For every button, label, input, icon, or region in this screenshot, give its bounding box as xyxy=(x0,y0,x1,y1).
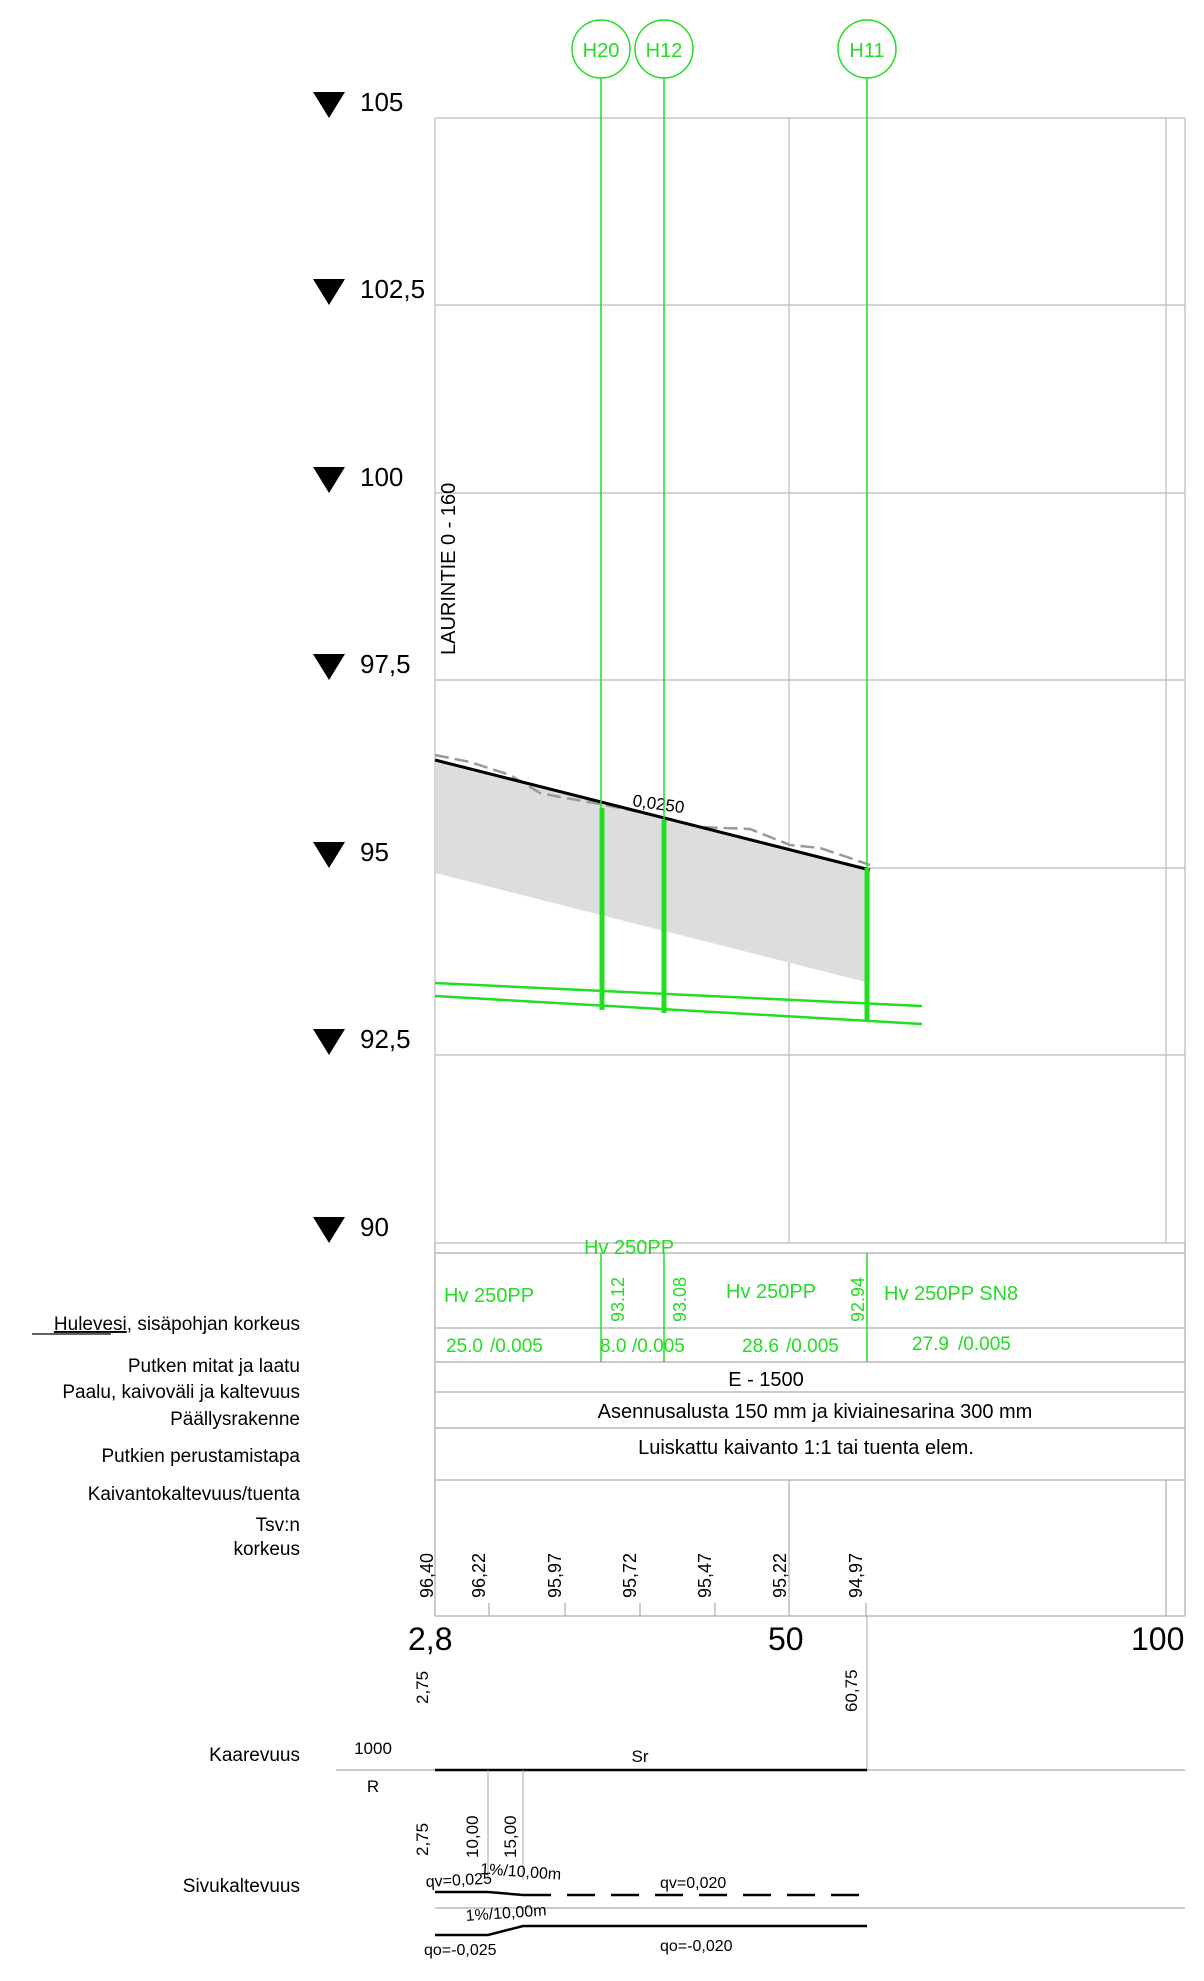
qo-end: qo=-0,020 xyxy=(660,1938,733,1955)
row-label-dims: Putken mitat ja laatu xyxy=(128,1356,300,1377)
level-label-95: 95 xyxy=(360,837,389,867)
row-label-side-slope: Sivukaltevuus xyxy=(183,1876,300,1897)
invert-h20: 93.12 xyxy=(608,1277,628,1322)
level-label-92-5: 92,5 xyxy=(360,1024,411,1054)
level-triangle-icon xyxy=(313,92,345,118)
slope-seg4: /0.005 xyxy=(958,1334,1011,1355)
station-label-100: 100 xyxy=(1131,1621,1184,1657)
level-triangle-icon xyxy=(313,1029,345,1055)
row-label-trench: Kaivantokaltevuus/tuenta xyxy=(88,1484,301,1505)
level-label-102-5: 102,5 xyxy=(360,274,425,304)
trench-fill xyxy=(435,760,870,983)
length-seg1: 25.0 xyxy=(446,1336,483,1357)
row-label-curvature: Kaarevuus xyxy=(209,1745,300,1766)
pipe-bottom-line xyxy=(434,994,923,1026)
level-label-105: 105 xyxy=(360,87,403,117)
alignment-start: 2,75 xyxy=(413,1671,432,1704)
ground-elevations: 96,40 96,22 95,97 95,72 95,47 95,22 94,9… xyxy=(417,1553,866,1598)
hulevesi-rest: , sisäpohjan korkeus xyxy=(127,1314,300,1335)
row-labels: Hulevesi, sisäpohjan korkeus Putken mita… xyxy=(32,1314,300,1897)
slope-seg3: /0.005 xyxy=(786,1336,839,1357)
hulevesi-word: Hulevesi xyxy=(54,1314,127,1335)
invert-h12: 93.08 xyxy=(670,1277,690,1322)
level-triangle-icon xyxy=(313,279,345,305)
level-label-90: 90 xyxy=(360,1212,389,1242)
well-label-h12: H12 xyxy=(646,40,683,62)
elevation-value: 96,22 xyxy=(469,1553,489,1598)
curvature-bottom: R xyxy=(367,1777,379,1796)
length-seg4: 27.9 xyxy=(912,1334,949,1355)
elevation-value: 94,97 xyxy=(846,1553,866,1598)
section-title: LAURINTIE 0 - 160 xyxy=(438,483,460,655)
level-triangle-icon xyxy=(313,1217,345,1243)
pipe-type-seg1: Hv 250PP xyxy=(444,1285,534,1307)
elevation-value: 95,97 xyxy=(545,1553,565,1598)
curvature-top: 1000 xyxy=(354,1739,392,1758)
elevation-value: 95,22 xyxy=(770,1553,790,1598)
profile-grid xyxy=(434,117,1186,1244)
pipe-type-seg3: Hv 250PP xyxy=(726,1281,816,1303)
row-label-tsv-2: korkeus xyxy=(233,1539,300,1560)
elevation-value: 95,47 xyxy=(695,1553,715,1598)
level-label-100: 100 xyxy=(360,462,403,492)
pipe-top-line xyxy=(434,981,923,1008)
well-h11: H11 xyxy=(837,19,897,1021)
qo-start: qo=-0,025 xyxy=(424,1942,497,1959)
length-seg2: 8.0 xyxy=(600,1336,626,1357)
gradient-bottom: 1%/10,00m xyxy=(465,1902,547,1925)
row-label-tsv-1: Tsv:n xyxy=(256,1515,300,1536)
invert-h11: 92.94 xyxy=(848,1277,868,1322)
slope-seg2: /0.005 xyxy=(632,1336,685,1357)
qv-start: qv=0,025 xyxy=(425,1871,492,1891)
level-triangle-icon xyxy=(313,654,345,680)
side-station-15: 15,00 xyxy=(501,1815,520,1858)
slope-seg1: /0.005 xyxy=(490,1336,543,1357)
elevation-value: 95,72 xyxy=(620,1553,640,1598)
well-h20: H20 xyxy=(571,19,631,1010)
row-label-pile: Paalu, kaivoväli ja kaltevuus xyxy=(62,1382,300,1403)
pipe-type-seg2: Hv 250PP xyxy=(584,1237,674,1259)
well-dividers xyxy=(600,1253,868,1362)
gradient-top: 1%/10,00m xyxy=(480,1861,562,1884)
row-label-hulevesi: Hulevesi, sisäpohjan korkeus xyxy=(54,1314,300,1335)
station-label-50: 50 xyxy=(768,1621,804,1657)
row-label-foundation: Putkien perustamistapa xyxy=(101,1446,300,1467)
curvature-label: Sr xyxy=(632,1747,649,1766)
trench-text: Luiskattu kaivanto 1:1 tai tuenta elem. xyxy=(638,1437,974,1459)
side-start: 2,75 xyxy=(413,1823,432,1856)
well-h12: H12 xyxy=(634,19,694,1013)
level-markers: 105 102,5 100 97,5 95 92,5 90 xyxy=(313,87,425,1243)
curvature-band: 2,75 60,75 1000 R Sr xyxy=(336,1616,1185,1796)
station-label-start: 2,8 xyxy=(408,1621,452,1657)
row-label-surface: Päällysrakenne xyxy=(170,1409,300,1430)
well-label-h11: H11 xyxy=(849,40,884,62)
elevation-value: 96,40 xyxy=(417,1553,437,1598)
alignment-end: 60,75 xyxy=(842,1669,861,1712)
design-ground-line xyxy=(434,758,871,872)
length-seg3: 28.6 xyxy=(742,1336,779,1357)
qv-end: qv=0,020 xyxy=(660,1875,726,1892)
pipe-type-seg4: Hv 250PP SN8 xyxy=(884,1283,1018,1305)
level-triangle-icon xyxy=(313,842,345,868)
qv-line xyxy=(435,1890,524,1897)
side-station-10: 10,00 xyxy=(463,1815,482,1858)
qo-line xyxy=(435,1924,867,1937)
data-table-grid xyxy=(434,1243,1186,1617)
level-triangle-icon xyxy=(313,467,345,493)
side-slope-band: 2,75 10,00 15,00 1%/10,00m qv=0,025 qv=0… xyxy=(413,1770,1185,1959)
well-label-h20: H20 xyxy=(583,40,620,62)
pile-text: E - 1500 xyxy=(728,1369,804,1391)
base-text: Asennusalusta 150 mm ja kiviainesarina 3… xyxy=(598,1401,1033,1423)
level-label-97-5: 97,5 xyxy=(360,649,411,679)
